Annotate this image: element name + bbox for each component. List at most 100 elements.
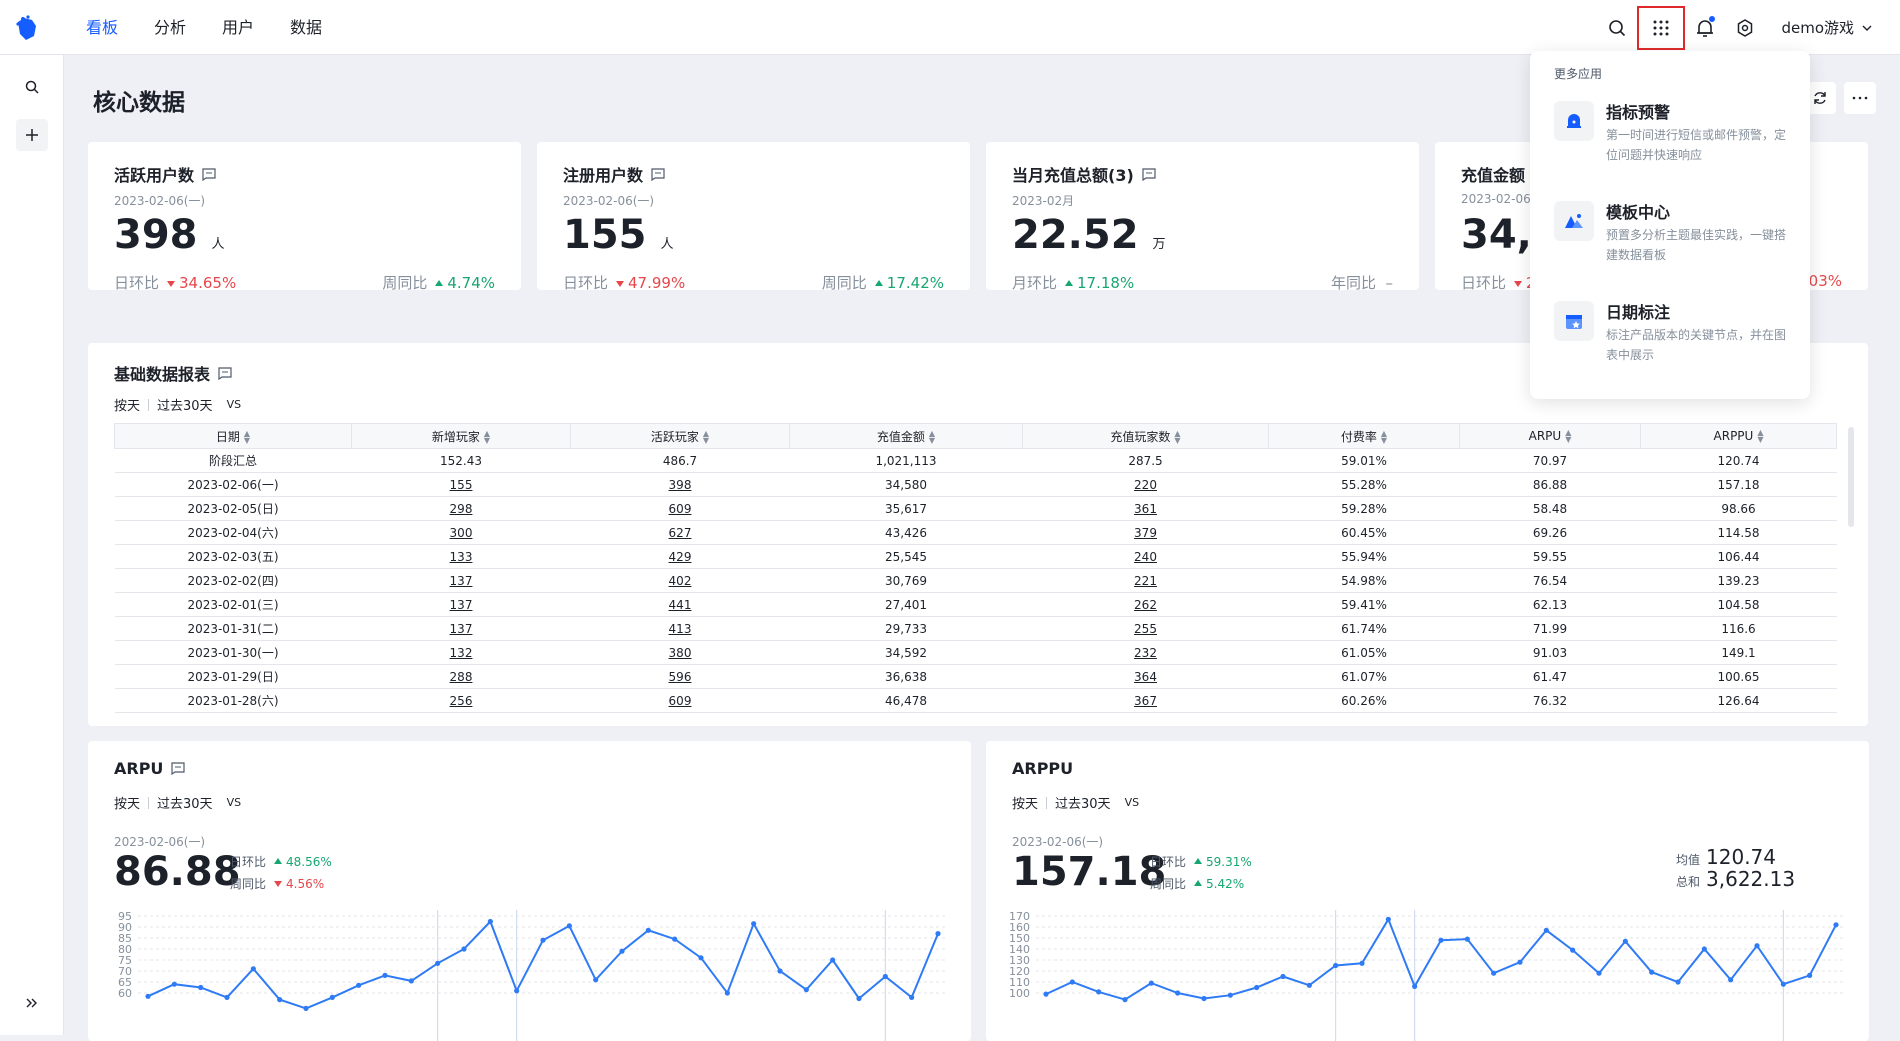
data-point[interactable] bbox=[224, 994, 230, 1000]
column-header[interactable]: 充值玩家数 ▲ ▼ bbox=[1022, 423, 1269, 449]
table-cell[interactable]: 379 bbox=[1022, 520, 1269, 545]
compare-toggle[interactable]: VS bbox=[226, 796, 242, 809]
data-point[interactable] bbox=[303, 1005, 309, 1011]
data-point[interactable] bbox=[1122, 997, 1128, 1003]
data-point[interactable] bbox=[1438, 937, 1444, 943]
data-point[interactable] bbox=[382, 972, 388, 978]
nav-item-analysis[interactable]: 分析 bbox=[153, 18, 186, 37]
table-cell[interactable]: 298 bbox=[351, 496, 571, 521]
comment-icon[interactable] bbox=[651, 167, 665, 181]
sort-icon[interactable]: ▲ ▼ bbox=[702, 429, 710, 445]
data-point[interactable] bbox=[145, 993, 151, 999]
sort-icon[interactable]: ▲ ▼ bbox=[1757, 428, 1764, 445]
data-point[interactable] bbox=[198, 984, 204, 991]
data-point[interactable] bbox=[1491, 970, 1497, 976]
data-point[interactable] bbox=[461, 946, 467, 952]
more-options-icon[interactable] bbox=[1844, 82, 1876, 114]
sort-icon[interactable]: ▲ ▼ bbox=[243, 429, 251, 445]
sort-icon[interactable]: ▲ ▼ bbox=[928, 429, 936, 445]
data-point[interactable] bbox=[1543, 927, 1549, 933]
kpi-card-registered-users[interactable]: 注册用户数 2023-02-06(一) 155 人 日环比 47.99% 周同比 17… bbox=[537, 142, 970, 290]
compare-toggle[interactable]: VS bbox=[1124, 796, 1140, 809]
data-point[interactable] bbox=[1464, 936, 1470, 942]
data-point[interactable] bbox=[435, 960, 441, 966]
table-cell[interactable]: 137 bbox=[351, 592, 571, 617]
search-icon[interactable] bbox=[1597, 8, 1637, 48]
table-cell[interactable]: 255 bbox=[1022, 616, 1269, 641]
data-point[interactable] bbox=[329, 994, 335, 1000]
sort-icon[interactable]: ▲ ▼ bbox=[1380, 429, 1388, 445]
data-point[interactable] bbox=[751, 921, 757, 927]
data-point[interactable] bbox=[1043, 991, 1049, 997]
table-cell[interactable]: 133 bbox=[351, 544, 571, 569]
table-cell[interactable]: 364 bbox=[1022, 664, 1269, 689]
table-cell[interactable]: 609 bbox=[570, 496, 790, 521]
granularity-select[interactable]: 按天 bbox=[1012, 797, 1039, 812]
data-point[interactable] bbox=[1280, 973, 1286, 980]
data-point[interactable] bbox=[1096, 989, 1102, 995]
data-point[interactable] bbox=[277, 997, 283, 1003]
column-header[interactable]: 活跃玩家 ▲ ▼ bbox=[570, 423, 790, 449]
data-point[interactable] bbox=[566, 923, 572, 929]
column-header[interactable]: 充值金额 ▲ ▼ bbox=[789, 423, 1023, 449]
data-point[interactable] bbox=[1780, 981, 1786, 987]
nav-item-data[interactable]: 数据 bbox=[289, 18, 322, 37]
date-range-select[interactable]: 过去30天 bbox=[157, 797, 213, 812]
data-point[interactable] bbox=[487, 918, 493, 925]
data-point[interactable] bbox=[171, 981, 177, 987]
comment-icon[interactable] bbox=[171, 762, 186, 775]
table-cell[interactable]: 288 bbox=[351, 664, 571, 689]
table-cell[interactable]: 361 bbox=[1022, 496, 1269, 521]
sort-icon[interactable]: ▲ ▼ bbox=[1174, 429, 1181, 445]
data-point[interactable] bbox=[830, 957, 836, 963]
table-cell[interactable]: 137 bbox=[351, 616, 571, 641]
data-point[interactable] bbox=[777, 968, 783, 974]
data-point[interactable] bbox=[1333, 962, 1339, 969]
table-cell[interactable]: 232 bbox=[1022, 640, 1269, 665]
table-cell[interactable]: 402 bbox=[570, 568, 790, 593]
column-header[interactable]: 新增玩家 ▲ ▼ bbox=[351, 423, 571, 449]
data-point[interactable] bbox=[1570, 947, 1576, 953]
column-header[interactable]: ARPU ▲ ▼ bbox=[1459, 423, 1641, 449]
column-header[interactable]: ARPPU ▲ ▼ bbox=[1640, 423, 1837, 449]
data-point[interactable] bbox=[619, 948, 625, 954]
data-point[interactable] bbox=[1201, 995, 1207, 1002]
data-point[interactable] bbox=[1701, 946, 1707, 952]
data-point[interactable] bbox=[1728, 977, 1734, 983]
table-cell[interactable]: 220 bbox=[1022, 472, 1269, 497]
comment-icon[interactable] bbox=[218, 366, 232, 380]
user-menu[interactable]: demo游戏 bbox=[1781, 17, 1872, 38]
data-point[interactable] bbox=[803, 987, 809, 993]
data-point[interactable] bbox=[909, 994, 915, 1000]
data-point[interactable] bbox=[935, 931, 941, 937]
sort-icon[interactable]: ▲ ▼ bbox=[1565, 428, 1572, 445]
app-item-template-center[interactable]: 模板中心 预置多分析主题最佳实践，一键搭建数据看板 bbox=[1554, 201, 1794, 281]
date-range-select[interactable]: 过去30天 bbox=[1055, 797, 1111, 812]
data-point[interactable] bbox=[1412, 983, 1418, 989]
table-cell[interactable]: 441 bbox=[570, 592, 790, 617]
date-range-select[interactable]: 过去30天 bbox=[157, 399, 213, 414]
app-logo-icon[interactable] bbox=[14, 14, 42, 42]
kpi-card-active-users[interactable]: 活跃用户数 2023-02-06(一) 398 人 日环比 34.65% 周同比 4.… bbox=[88, 142, 521, 290]
data-point[interactable] bbox=[1175, 990, 1181, 996]
app-item-metric-alert[interactable]: 指标预警 第一时间进行短信或邮件预警，定位问题并快速响应 bbox=[1554, 101, 1794, 181]
table-cell[interactable]: 367 bbox=[1022, 688, 1269, 713]
data-point[interactable] bbox=[250, 966, 256, 972]
table-cell[interactable]: 380 bbox=[570, 640, 790, 665]
data-point[interactable] bbox=[540, 937, 546, 943]
kpi-card-monthly-recharge[interactable]: 当月充值总额(3) 2023-02月 22.52 万 月环比 17.18% 年同比 … bbox=[986, 142, 1419, 290]
data-point[interactable] bbox=[698, 955, 704, 961]
table-cell[interactable]: 221 bbox=[1022, 568, 1269, 593]
table-cell[interactable]: 596 bbox=[570, 664, 790, 689]
data-point[interactable] bbox=[1754, 943, 1760, 949]
data-point[interactable] bbox=[1649, 969, 1655, 975]
data-point[interactable] bbox=[882, 973, 888, 980]
data-point[interactable] bbox=[1359, 960, 1365, 966]
app-item-date-annotation[interactable]: 日期标注 标注产品版本的关键节点，并在图表中展示 bbox=[1554, 301, 1794, 381]
data-point[interactable] bbox=[1385, 916, 1391, 922]
column-header[interactable]: 付费率 ▲ ▼ bbox=[1268, 423, 1460, 449]
table-cell[interactable]: 300 bbox=[351, 520, 571, 545]
table-cell[interactable]: 132 bbox=[351, 640, 571, 665]
compare-toggle[interactable]: VS bbox=[226, 398, 242, 411]
data-point[interactable] bbox=[1517, 959, 1523, 965]
